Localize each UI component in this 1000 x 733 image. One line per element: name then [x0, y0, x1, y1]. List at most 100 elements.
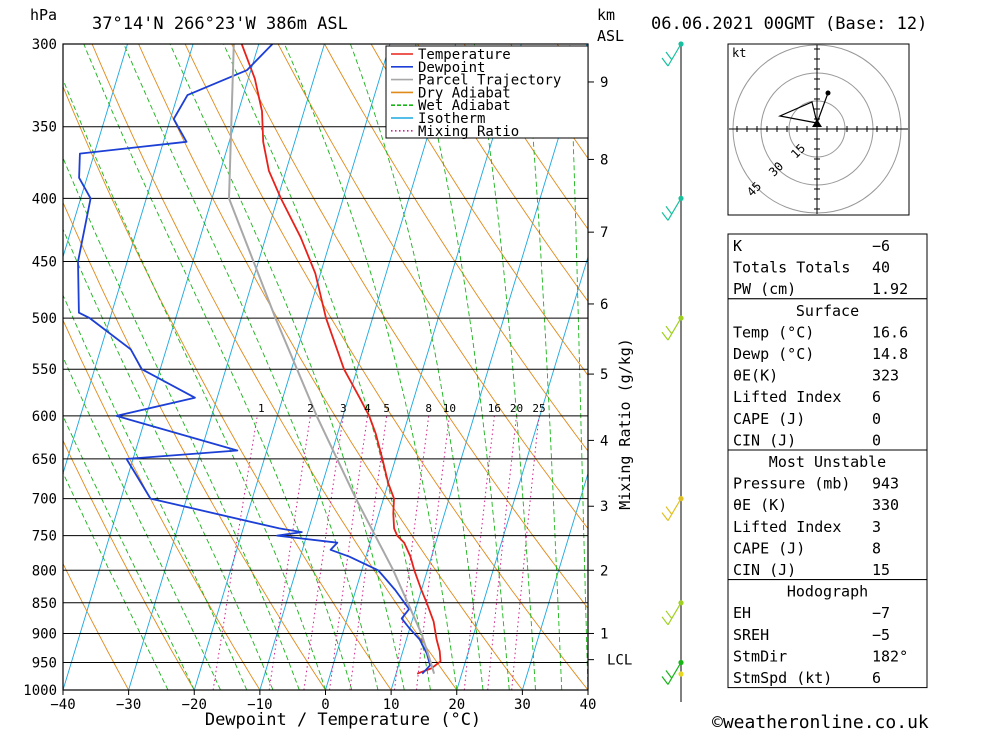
- pressure-tick-label: 750: [32, 529, 57, 545]
- height-tick-label: 7: [600, 225, 608, 241]
- index-label: Temp (°C): [733, 323, 814, 341]
- height-tick-label: 1: [600, 626, 608, 642]
- index-value: 15: [872, 561, 890, 579]
- wet-adiabat: [349, 44, 484, 690]
- mixing-ratio-label: 2: [307, 402, 314, 415]
- storm-motion-marker: [812, 119, 822, 127]
- mixing-ratio-line: [415, 415, 450, 690]
- height-unit-asl: ASL: [597, 27, 624, 45]
- indices-table: K −6 Totals Totals 40 PW (cm) 1.92 Surface Temp…: [727, 233, 928, 689]
- mixing-ratio-line: [487, 415, 517, 690]
- hodograph-indices: Hodograph EH −7 SREH −5 StmDir 182° StmSpd (kt)…: [727, 579, 928, 689]
- mixing-ratio-label: 3: [340, 402, 347, 415]
- isotherm: [193, 44, 391, 690]
- index-value: 6: [872, 669, 881, 687]
- pressure-tick-label: 1000: [23, 683, 57, 699]
- surface-indices-title: Surface: [796, 302, 859, 320]
- x-tick-label: 0: [321, 697, 329, 713]
- isotherm: [259, 44, 457, 690]
- wet-adiabat: [63, 294, 248, 690]
- index-value: 1.92: [872, 280, 908, 298]
- wind-barb: [661, 43, 682, 67]
- index-value: 16.6: [872, 323, 908, 341]
- height-tick-label: 4: [600, 433, 608, 449]
- wet-adiabat: [569, 44, 588, 690]
- pressure-tick-label: 850: [32, 596, 57, 612]
- index-label: CAPE (J): [733, 539, 805, 557]
- mixing-ratio-label: 25: [532, 402, 545, 415]
- x-tick-label: −10: [247, 697, 272, 713]
- wet-adiabat: [63, 471, 169, 690]
- wet-adiabat: [63, 415, 195, 690]
- mixing-ratio-line: [303, 415, 344, 690]
- x-tick-label: −30: [116, 697, 141, 713]
- hodograph-indices-box: [727, 579, 928, 689]
- index-label: K: [733, 237, 742, 255]
- temperature-axis: −40 −30 −20 −10 0 10 20 30 40: [50, 690, 596, 713]
- wet-adiabat: [284, 44, 458, 690]
- pressure-tick-label: 500: [32, 311, 57, 327]
- wet-adiabat: [63, 78, 326, 690]
- isotherm: [325, 44, 522, 690]
- pressure-tick-label: 700: [32, 492, 57, 508]
- pressure-tick-label: 950: [32, 655, 57, 671]
- dry-adiabat: [277, 44, 588, 530]
- x-tick-label: 30: [514, 697, 531, 713]
- legend-box: [385, 45, 589, 139]
- mixing-ratio-line: [212, 415, 258, 690]
- dry-adiabat: [184, 44, 588, 690]
- legend-label: Dry Adiabat: [418, 85, 511, 101]
- index-value: −5: [872, 626, 890, 644]
- wind-surface-dot: [678, 671, 684, 677]
- index-value: 14.8: [872, 345, 908, 363]
- mixing-ratio-line: [268, 415, 311, 690]
- general-indices-box: [727, 233, 928, 300]
- wet-adiabat: [524, 44, 563, 690]
- index-value: 330: [872, 496, 899, 514]
- isobars: [63, 43, 588, 691]
- index-label: Pressure (mb): [733, 475, 850, 493]
- isotherm: [63, 44, 194, 476]
- index-label: CIN (J): [733, 431, 796, 449]
- mixing-ratio-label: 10: [443, 402, 456, 415]
- mixing-ratio-line: [349, 415, 388, 690]
- index-label: θE(K): [733, 367, 778, 385]
- height-tick-label: LCL: [607, 653, 632, 669]
- index-value: 943: [872, 475, 899, 493]
- most-unstable-indices: Most Unstable Pressure (mb) 943 θE (K) 330 Li…: [727, 449, 928, 581]
- legend-label: Isotherm: [418, 111, 485, 127]
- location-title: 37°14'N 266°23'W 386m ASL: [92, 14, 348, 34]
- dry-adiabat: [463, 44, 588, 230]
- pressure-unit-label: hPa: [30, 6, 57, 24]
- x-tick-label: −20: [182, 697, 207, 713]
- mixing-ratio-label: 1: [258, 402, 265, 415]
- wet-adiabat: [415, 44, 510, 690]
- mixing-ratio-labels: 1 2 3 4 5 8 10 16 20 25: [258, 402, 546, 415]
- wind-barb: [661, 317, 682, 341]
- index-label: CIN (J): [733, 561, 796, 579]
- index-value: 323: [872, 367, 899, 385]
- mixing-ratio-line: [511, 415, 540, 690]
- index-label: StmSpd (kt): [733, 669, 832, 687]
- index-label: EH: [733, 604, 751, 622]
- hodograph-trace: [777, 92, 829, 126]
- pressure-tick-label: 650: [32, 452, 57, 468]
- pressure-tick-label: 400: [32, 191, 57, 207]
- series-temperature: [240, 44, 442, 675]
- dry-adiabat: [63, 562, 129, 690]
- isotherm: [63, 44, 128, 259]
- hodograph-indices-title: Hodograph: [787, 583, 868, 601]
- height-unit-km: km: [597, 6, 615, 24]
- isotherm: [521, 471, 588, 690]
- wet-adiabat: [123, 44, 379, 690]
- pressure-tick-label: 300: [32, 37, 57, 53]
- dry-adiabat: [324, 44, 588, 452]
- series-dewpoint: [77, 44, 431, 675]
- pressure-tick-label: 350: [32, 120, 57, 136]
- pressure-tick-label: 800: [32, 563, 57, 579]
- pressure-tick-label: 600: [32, 409, 57, 425]
- plot-frame: [62, 43, 589, 691]
